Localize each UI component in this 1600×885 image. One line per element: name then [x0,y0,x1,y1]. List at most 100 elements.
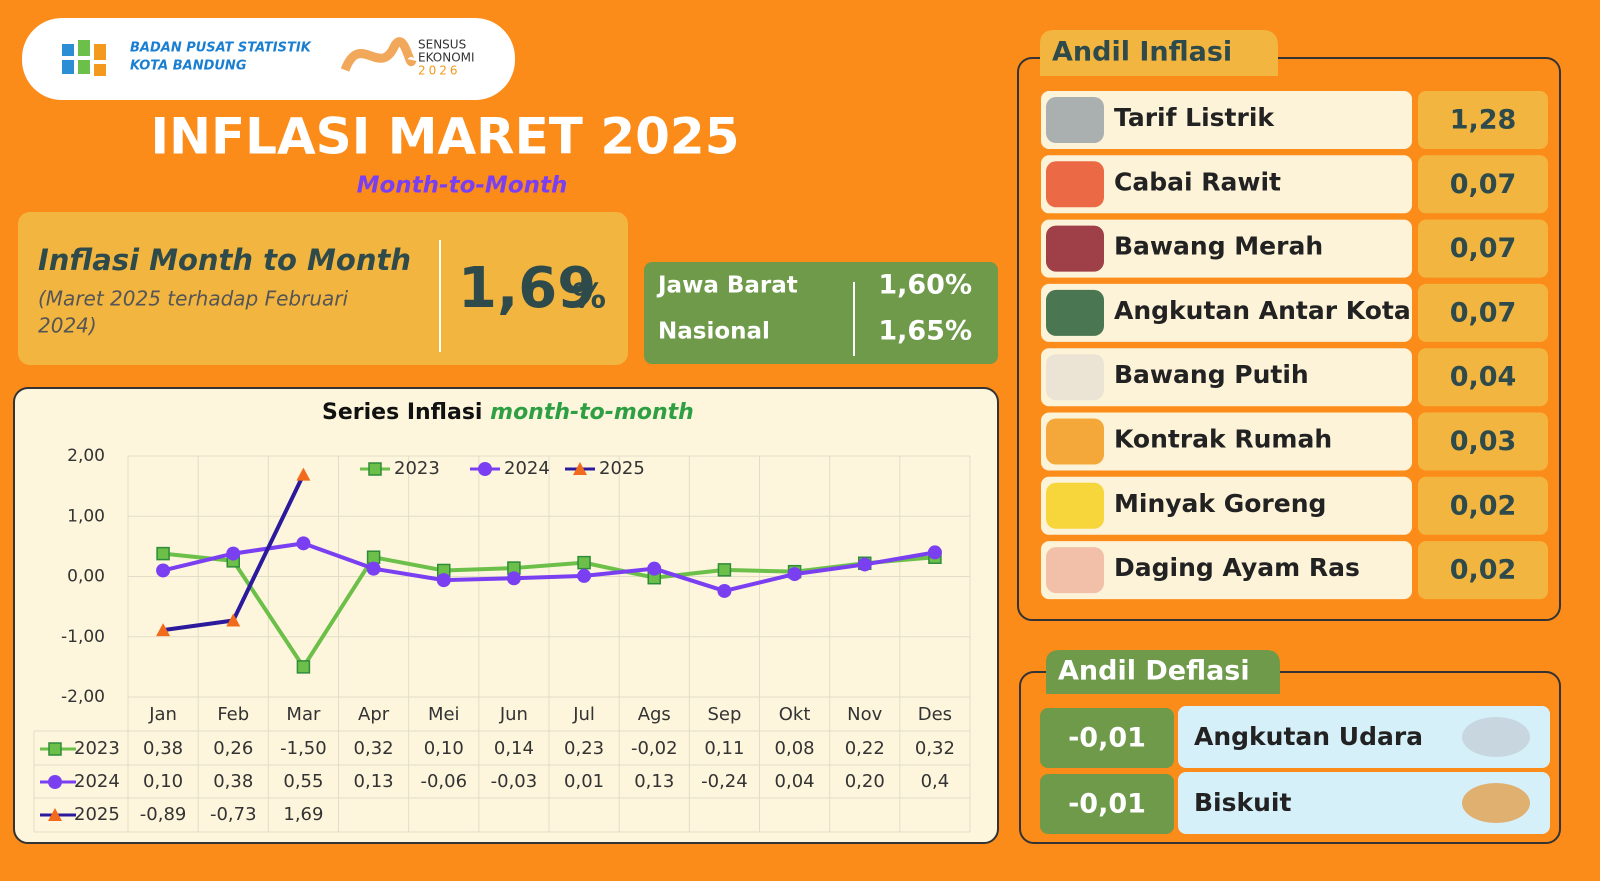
deflasi-value: -0,01 [1068,723,1146,754]
point [366,550,381,564]
item-box [1041,476,1412,535]
legend-marker [478,462,492,476]
point [366,561,381,576]
table-value: 0,26 [213,738,253,759]
x-tick-label: Feb [217,704,249,725]
table-value: 0,20 [845,771,885,792]
point [577,568,592,583]
table-value: 0,38 [143,738,183,759]
item-name: Tarif Listrik [1114,103,1275,132]
legend-label: 2023 [394,458,440,479]
y-tick-label: -1,00 [61,627,105,647]
table-marker [48,808,62,821]
item-icon [1046,289,1104,336]
legend-label: 2024 [504,458,550,479]
deflasi-panel [1019,671,1561,844]
deflasi-value-box [1040,774,1174,834]
point [296,660,311,674]
item-name: Kontrak Rumah [1114,425,1332,454]
point [787,567,802,582]
x-tick-label: Mei [428,704,460,725]
table-value: 0,4 [921,771,950,792]
table-value: 0,10 [143,771,183,792]
point [226,613,241,627]
table-value: 0,13 [634,771,674,792]
table-value: 0,22 [845,738,885,759]
org-name: BADAN PUSAT STATISTIK [130,41,312,56]
deflasi-name: Biskuit [1194,788,1291,817]
mtm-label: Inflasi Month to Month [38,243,411,277]
deflasi-value: -0,01 [1068,789,1146,820]
item-value: 1,28 [1450,105,1517,136]
region: Jawa Barat [656,273,798,299]
deflasi-name: Angkutan Udara [1194,722,1423,751]
item-name: Daging Ayam Ras [1114,553,1360,582]
table-value: -0,06 [420,771,467,792]
legend-label: 2025 [599,458,645,479]
mtm-unit: % [572,277,606,317]
point [296,536,311,551]
item-box [1041,91,1412,149]
item-value-box [1418,348,1548,407]
mtm-box [18,212,628,365]
item-icon [1046,225,1104,272]
x-tick-label: Sep [707,704,741,725]
table-value: 0,32 [354,738,394,759]
table-value: 0,01 [564,771,604,792]
item-name: Bawang Merah [1114,232,1323,261]
item-value: 0,03 [1450,426,1517,457]
series-line [162,551,936,669]
item-icon [1046,482,1104,529]
point [506,571,521,586]
x-tick-label: Jul [572,704,595,725]
region: Nasional [658,319,770,345]
table-value: -0,02 [631,738,678,759]
item-name: Cabai Rawit [1114,167,1281,196]
item-value: 0,02 [1450,555,1517,586]
point [296,467,311,481]
region-value: 1,60% [878,270,972,301]
table-series: 2023 [74,738,120,759]
title: INFLASI MARET 2025 [151,108,740,166]
point [717,563,732,577]
table-value: 0,23 [564,738,604,759]
table-value: -1,50 [280,738,327,759]
deflasi-value-box [1040,708,1174,768]
x-tick-label: Ags [638,704,671,725]
table-value: 0,14 [494,738,534,759]
item-name: Minyak Goreng [1114,489,1326,518]
item-value-box [1418,412,1548,471]
point [156,623,171,637]
x-tick-label: Nov [847,704,882,725]
item-value: 0,02 [1450,490,1517,521]
point [927,545,942,560]
sensus-2: EKONOMI [418,51,475,65]
item-name: Bawang Putih [1114,360,1309,389]
sensus-3: 2026 [418,64,461,78]
x-tick-label: Des [918,704,952,725]
sensus-1: SENSUS [418,38,466,52]
sensus-logo [340,37,417,72]
item-box [1041,412,1412,471]
item-box [1041,219,1412,278]
legend-marker [573,462,587,475]
table-marker [48,742,62,756]
item-value: 0,04 [1450,362,1517,393]
table-value: -0,73 [210,804,257,825]
item-box [1041,541,1412,600]
bps-logo [62,40,106,76]
table-value: 0,32 [915,738,955,759]
point [717,583,732,598]
x-tick-label: Jan [148,704,177,725]
item-icon [1046,418,1104,465]
item-value: 0,07 [1450,169,1517,200]
y-tick-label: 1,00 [67,506,105,526]
item-value-box [1418,283,1548,342]
point [857,557,872,572]
item-box [1041,348,1412,407]
point [156,563,171,578]
item-name: Angkutan Antar Kota [1114,296,1411,325]
y-tick-label: -2,00 [61,687,105,707]
